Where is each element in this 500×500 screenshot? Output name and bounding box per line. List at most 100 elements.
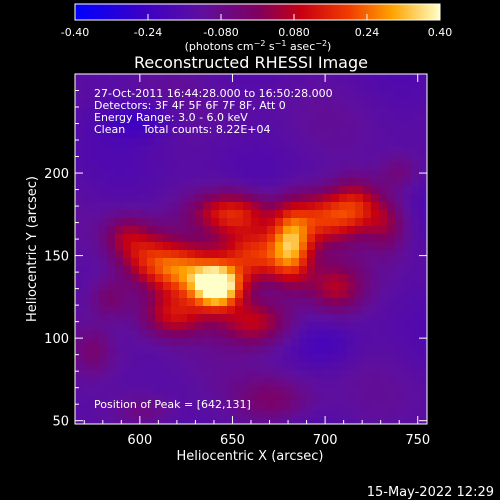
heatmap-cell bbox=[387, 338, 396, 347]
heatmap-cell bbox=[395, 138, 404, 147]
heatmap-cell bbox=[395, 114, 404, 123]
colorbar bbox=[74, 3, 441, 21]
heatmap-cell bbox=[75, 274, 84, 283]
heatmap-cell bbox=[291, 418, 300, 424]
heatmap-cell bbox=[275, 154, 284, 163]
heatmap-cell bbox=[179, 402, 188, 411]
heatmap-cell bbox=[115, 410, 124, 419]
heatmap-cell bbox=[315, 186, 324, 195]
heatmap-cell bbox=[179, 74, 188, 83]
heatmap-cell bbox=[99, 314, 108, 323]
heatmap-cell bbox=[315, 82, 324, 91]
heatmap-cell bbox=[187, 74, 196, 83]
heatmap-cell bbox=[259, 210, 268, 219]
heatmap-cell bbox=[115, 330, 124, 339]
heatmap-cell bbox=[107, 98, 116, 107]
heatmap-cell bbox=[371, 130, 380, 139]
heatmap-cell bbox=[243, 394, 252, 403]
heatmap-cell bbox=[219, 314, 228, 323]
heatmap-cell bbox=[371, 274, 380, 283]
heatmap-cell bbox=[283, 282, 292, 291]
heatmap-cell bbox=[379, 282, 388, 291]
heatmap-cell bbox=[187, 170, 196, 179]
heatmap-cell bbox=[203, 114, 212, 123]
heatmap-cell bbox=[291, 410, 300, 419]
heatmap-cell bbox=[75, 74, 84, 83]
heatmap-cell bbox=[395, 130, 404, 139]
heatmap-cell bbox=[155, 418, 164, 424]
heatmap-cell bbox=[411, 378, 420, 387]
heatmap-cell bbox=[363, 218, 372, 227]
heatmap-cell bbox=[235, 234, 244, 243]
heatmap-cell bbox=[267, 362, 276, 371]
heatmap-cell bbox=[339, 322, 348, 331]
heatmap-cell bbox=[163, 90, 172, 99]
heatmap-cell bbox=[403, 202, 412, 211]
heatmap-cell bbox=[99, 346, 108, 355]
heatmap-cell bbox=[315, 418, 324, 424]
heatmap-cell bbox=[307, 418, 316, 424]
heatmap-cell bbox=[363, 282, 372, 291]
heatmap-cell bbox=[187, 394, 196, 403]
heatmap-cell bbox=[227, 114, 236, 123]
heatmap-cell bbox=[251, 138, 260, 147]
heatmap-cell bbox=[267, 170, 276, 179]
heatmap-cell bbox=[243, 210, 252, 219]
heatmap-cell bbox=[91, 282, 100, 291]
heatmap-cell bbox=[91, 266, 100, 275]
heatmap-cell bbox=[323, 154, 332, 163]
heatmap-cell bbox=[219, 130, 228, 139]
heatmap-cell bbox=[419, 90, 427, 99]
heatmap-cell bbox=[243, 330, 252, 339]
heatmap-cell bbox=[179, 338, 188, 347]
heatmap-cell bbox=[347, 370, 356, 379]
heatmap-cell bbox=[155, 194, 164, 203]
heatmap-cell bbox=[211, 394, 220, 403]
heatmap-cell bbox=[211, 258, 220, 267]
heatmap-cell bbox=[115, 298, 124, 307]
heatmap-cell bbox=[147, 402, 156, 411]
heatmap-cell bbox=[211, 202, 220, 211]
heatmap-cell bbox=[195, 274, 204, 283]
heatmap-cell bbox=[379, 362, 388, 371]
heatmap-cell bbox=[307, 306, 316, 315]
heatmap-cell bbox=[211, 114, 220, 123]
heatmap-cell bbox=[107, 130, 116, 139]
heatmap-cell bbox=[411, 290, 420, 299]
heatmap-cell bbox=[299, 82, 308, 91]
heatmap-cell bbox=[411, 330, 420, 339]
heatmap-cell bbox=[203, 290, 212, 299]
heatmap-cell bbox=[395, 338, 404, 347]
heatmap-cell bbox=[131, 170, 140, 179]
heatmap-cell bbox=[203, 410, 212, 419]
heatmap-cell bbox=[307, 130, 316, 139]
heatmap-cell bbox=[355, 130, 364, 139]
heatmap-cell bbox=[203, 354, 212, 363]
heatmap-cell bbox=[259, 218, 268, 227]
heatmap-cell bbox=[419, 234, 427, 243]
heatmap-cell bbox=[379, 146, 388, 155]
heatmap-cell bbox=[411, 130, 420, 139]
heatmap-cell bbox=[387, 306, 396, 315]
heatmap-cell bbox=[107, 274, 116, 283]
heatmap-cell bbox=[91, 394, 100, 403]
heatmap-cell bbox=[339, 138, 348, 147]
heatmap-cell bbox=[171, 106, 180, 115]
heatmap-cell bbox=[115, 202, 124, 211]
heatmap-cell bbox=[379, 90, 388, 99]
heatmap-cell bbox=[259, 402, 268, 411]
heatmap-cell bbox=[283, 322, 292, 331]
heatmap-cell bbox=[395, 202, 404, 211]
heatmap-cell bbox=[355, 386, 364, 395]
heatmap-cell bbox=[171, 258, 180, 267]
heatmap-cell bbox=[411, 106, 420, 115]
heatmap-cell bbox=[275, 354, 284, 363]
heatmap-cell bbox=[107, 82, 116, 91]
heatmap-cell bbox=[371, 186, 380, 195]
heatmap-cell bbox=[307, 74, 316, 83]
heatmap-cell bbox=[75, 130, 84, 139]
heatmap-cell bbox=[371, 306, 380, 315]
heatmap-cell bbox=[331, 330, 340, 339]
heatmap-cell bbox=[75, 410, 84, 419]
heatmap-cell bbox=[331, 362, 340, 371]
